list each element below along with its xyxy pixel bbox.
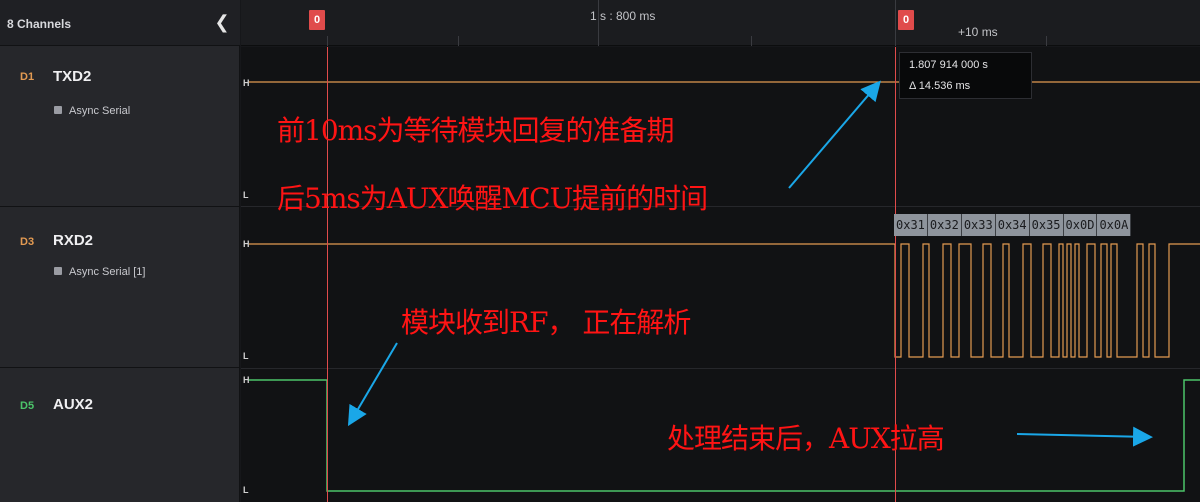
analyzer-square-icon <box>54 267 62 275</box>
decoded-byte[interactable]: 0x0A <box>1097 214 1132 236</box>
channel-sidebar: 8 Channels ❮ D1 TXD2 Async Serial D3 RXD… <box>0 0 240 502</box>
tooltip-delta: Δ 14.536 ms <box>909 80 971 92</box>
d5-signal-trace <box>249 379 1200 492</box>
timing-marker-flag-a[interactable]: 0 <box>309 10 325 30</box>
ruler-tick <box>1046 36 1047 46</box>
waveform-canvas <box>249 80 1200 492</box>
level-low-label: L <box>243 190 249 200</box>
channel-row-d3[interactable]: D3 RXD2 Async Serial [1] <box>0 207 240 368</box>
waveform-area[interactable]: H L H L H L 1.807 9 <box>241 47 1200 502</box>
annotation-prep-period: 前10ms为等待模块回复的准备期 <box>277 114 675 147</box>
analyzer-square-icon <box>54 106 62 114</box>
decoded-byte[interactable]: 0x35 <box>1029 214 1064 236</box>
annotation-rf-parsing: 模块收到RF， 正在解析 <box>401 306 691 339</box>
channel-index: D1 <box>20 71 35 83</box>
decoded-byte[interactable]: 0x31 <box>894 214 928 236</box>
analyzer-name: Async Serial <box>69 105 131 117</box>
decoded-bytes-bar: 0x31 0x32 0x33 0x34 0x35 0x0D 0x0A <box>894 214 1132 236</box>
channel-index: D3 <box>20 236 35 248</box>
d3-signal-trace <box>249 243 1200 358</box>
analyzer-label[interactable]: Async Serial [1] <box>54 266 145 278</box>
timeline-ruler[interactable]: 0 0 1 s : 800 ms +10 ms <box>241 0 1200 46</box>
decoded-byte[interactable]: 0x33 <box>961 214 996 236</box>
ruler-tick <box>327 36 328 46</box>
level-high-label: H <box>243 78 250 88</box>
ruler-tick <box>458 36 459 46</box>
arrow-to-tooltip <box>788 80 881 189</box>
channel-separator <box>241 368 1200 369</box>
annotation-aux-wakeup: 后5ms为AUX唤醒MCU提前的时间 <box>277 182 708 215</box>
timing-marker-flag-b[interactable]: 0 <box>898 10 914 30</box>
channel-separator <box>241 206 1200 207</box>
decoded-byte[interactable]: 0x32 <box>927 214 962 236</box>
channel-row-d1[interactable]: D1 TXD2 Async Serial <box>0 47 240 207</box>
sidebar-header: 8 Channels ❮ <box>0 0 240 46</box>
channel-name[interactable]: RXD2 <box>53 232 94 249</box>
channel-name[interactable]: AUX2 <box>53 396 94 413</box>
annotation-aux-high: 处理结束后，AUX拉高 <box>667 422 945 455</box>
arrow-to-aux-low <box>347 342 398 427</box>
decoded-byte[interactable]: 0x34 <box>995 214 1030 236</box>
level-high-label: H <box>243 239 250 249</box>
channel-count-label: 8 Channels <box>7 17 72 31</box>
time-scale-label: 1 s : 800 ms <box>590 9 656 23</box>
delta-time-label: +10 ms <box>958 25 998 39</box>
tooltip-time: 1.807 914 000 s <box>909 59 988 71</box>
decoded-byte[interactable]: 0x0D <box>1063 214 1098 236</box>
arrow-to-aux-high <box>1016 426 1153 447</box>
timing-marker-line-a[interactable] <box>327 47 328 502</box>
ruler-tick <box>751 36 752 46</box>
channel-index: D5 <box>20 400 35 412</box>
ruler-tick <box>895 0 896 46</box>
channel-row-d5[interactable]: D5 AUX2 <box>0 368 240 502</box>
chevron-left-icon[interactable]: ❮ <box>214 12 230 32</box>
analyzer-name: Async Serial [1] <box>69 266 146 278</box>
timing-marker-line-b[interactable] <box>895 47 896 502</box>
level-high-label: H <box>243 375 250 385</box>
level-low-label: L <box>243 351 249 361</box>
ruler-tick <box>598 0 599 46</box>
analyzer-label[interactable]: Async Serial <box>54 105 130 117</box>
channel-name[interactable]: TXD2 <box>53 68 92 85</box>
level-low-label: L <box>243 485 249 495</box>
marker-tooltip: 1.807 914 000 s Δ 14.536 ms <box>899 52 1032 99</box>
